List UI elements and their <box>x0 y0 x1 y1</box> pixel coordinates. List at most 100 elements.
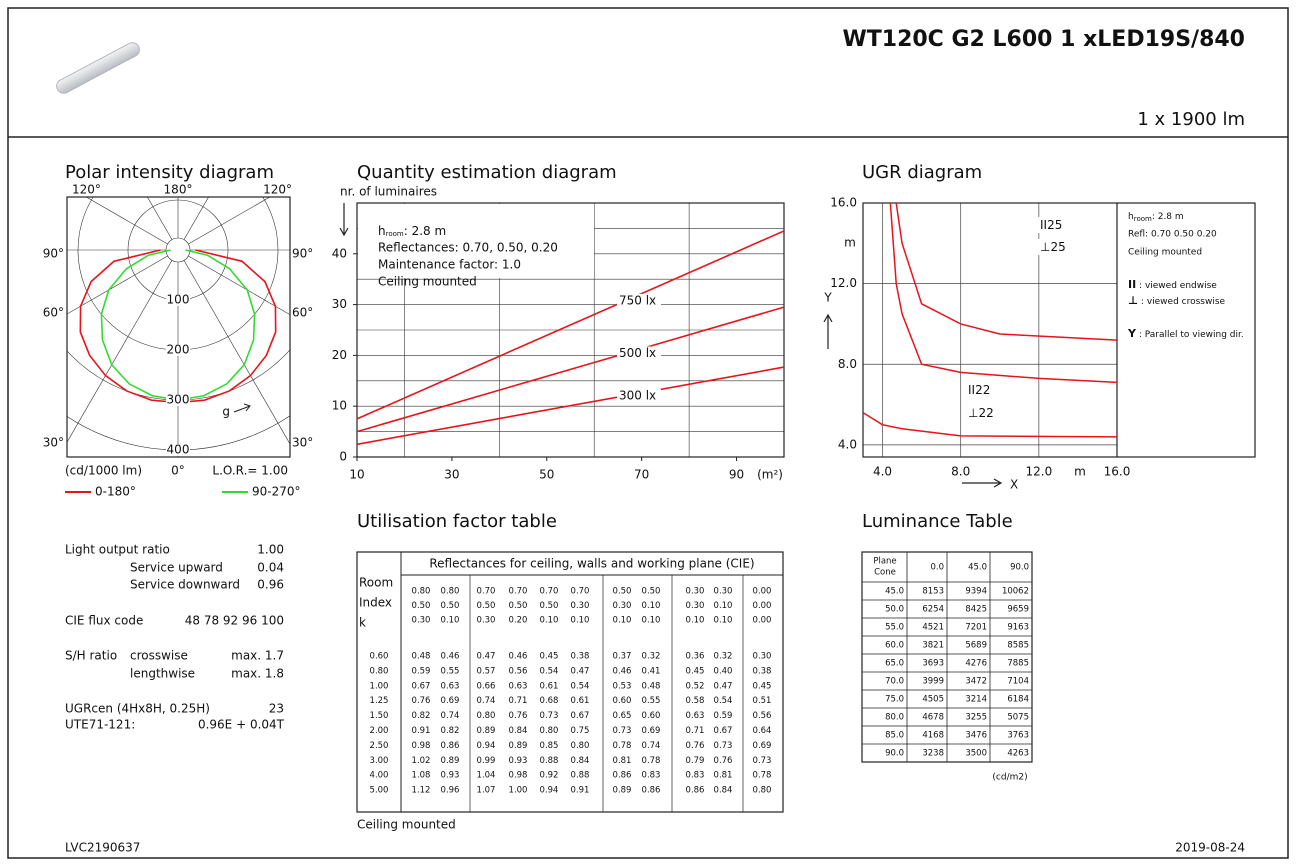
luminance-cell: 7885 <box>1007 659 1029 669</box>
utilisation-cell: 0.53 <box>613 681 632 691</box>
utilisation-cell: 0.47 <box>571 666 590 676</box>
utilisation-cell: 0.71 <box>686 726 705 736</box>
utilisation-cell: 0.30 <box>753 652 772 662</box>
line <box>356 366 785 446</box>
y-tick-label: 12.0 <box>830 276 857 290</box>
polar-ray <box>183 260 290 445</box>
stat-label: UGRcen (4Hx8H, 0.25H) <box>65 702 210 716</box>
luminance-cell: 9659 <box>1007 605 1029 615</box>
utilisation-cell: 0.84 <box>714 786 733 796</box>
utilisation-cell: 0.76 <box>412 696 431 706</box>
utilisation-cell: 0.86 <box>613 771 632 781</box>
utilisation-cell: 0.36 <box>686 652 705 662</box>
reflectance-cell: 0.10 <box>540 616 559 626</box>
utilisation-cell: 0.55 <box>441 666 460 676</box>
label-bg <box>617 346 661 361</box>
section-title: Quantity estimation diagram <box>357 162 617 183</box>
angle-label: 90° <box>43 247 64 261</box>
utilisation-cell: 0.81 <box>613 756 632 766</box>
y-tick-label: 8.0 <box>838 357 857 371</box>
luminance-cell: 7201 <box>965 623 987 633</box>
reflectance-cell: 0.30 <box>714 587 733 597</box>
utilisation-cell: 0.40 <box>714 666 733 676</box>
reflectance-cell: 0.50 <box>477 601 496 611</box>
room-index-cell: 1.50 <box>370 711 389 721</box>
ugr-annotation: II25 <box>1040 218 1062 232</box>
utilisation-cell: 0.80 <box>753 786 772 796</box>
luminance-cell: 55.0 <box>885 623 904 633</box>
luminance-cell: 3255 <box>965 713 987 723</box>
utilisation-cell: 0.76 <box>509 711 528 721</box>
utilisation-cell: 0.52 <box>686 681 705 691</box>
stat-value: 23 <box>269 702 284 716</box>
room-height: hroom: 2.8 m <box>1128 212 1184 224</box>
utilisation-cell: 0.86 <box>642 786 661 796</box>
utilisation-cell: 0.69 <box>642 726 661 736</box>
x-tick-label: 30 <box>444 468 459 482</box>
row-header-label: Room <box>359 576 393 590</box>
line-label: 300 lx <box>619 388 656 402</box>
column-header: 45.0 <box>968 563 987 573</box>
luminous-flux: 1 x 1900 lm <box>1137 109 1245 130</box>
utilisation-cell: 0.48 <box>412 652 431 662</box>
stat-label: UTE71-121: <box>65 718 135 732</box>
utilisation-cell: 0.51 <box>753 696 772 706</box>
utilisation-cell: 0.58 <box>686 696 705 706</box>
luminance-cell: 65.0 <box>885 659 904 669</box>
section-title: Utilisation factor table <box>357 511 557 532</box>
y-tick-label: 30 <box>332 297 347 311</box>
info-line: Ceiling mounted <box>378 275 477 289</box>
utilisation-cell: 1.08 <box>412 771 431 781</box>
marker-arrow <box>233 403 251 413</box>
angle-label: 60° <box>292 306 313 320</box>
utilisation-cell: 0.57 <box>477 666 496 676</box>
angle-label: 0° <box>171 464 185 478</box>
reflectance-cell: 0.30 <box>571 601 590 611</box>
angle-label: 90° <box>292 247 313 261</box>
luminance-cell: 8425 <box>965 605 987 615</box>
x-tick-label: 90 <box>729 468 744 482</box>
utilisation-cell: 0.69 <box>441 696 460 706</box>
y-tick-label: 16.0 <box>830 196 857 210</box>
utilisation-cell: 0.91 <box>571 786 590 796</box>
y-axis-label: nr. of luminaires <box>340 185 437 199</box>
polar-curve <box>177 249 256 401</box>
key-symbol: Y <box>1127 327 1137 340</box>
luminance-cell: 3472 <box>965 677 987 687</box>
utilisation-cell: 0.47 <box>714 681 733 691</box>
utilisation-cell: 0.46 <box>509 652 528 662</box>
polar-ray <box>85 197 168 245</box>
plot-frame <box>356 202 785 458</box>
utilisation-cell: 0.66 <box>477 681 496 691</box>
key-text: : viewed crosswise <box>1138 297 1225 307</box>
utilisation-cell: 0.76 <box>686 741 705 751</box>
reflectance-cell: 0.70 <box>477 587 496 597</box>
utilisation-cell: 0.71 <box>509 696 528 706</box>
reflectance-cell: 0.50 <box>412 601 431 611</box>
section-title: Luminance Table <box>862 511 1013 532</box>
luminance-cell: 4678 <box>922 713 944 723</box>
utilisation-cell: 0.89 <box>613 786 632 796</box>
key-symbol: ⊥ <box>1128 294 1138 307</box>
legend-label: 0-180° <box>95 485 136 499</box>
room-index-cell: 1.25 <box>370 696 389 706</box>
polar-ray <box>183 197 209 240</box>
x-tick-label: 4.0 <box>873 465 892 479</box>
luminance-cell: 3238 <box>922 749 944 759</box>
utilisation-cell: 0.64 <box>753 726 772 736</box>
section-title: Polar intensity diagram <box>65 162 274 183</box>
reflectance-cell: 0.10 <box>714 601 733 611</box>
utilisation-cell: 0.81 <box>714 771 733 781</box>
stat-sublabel: lengthwise <box>130 667 195 681</box>
utilisation-cell: 0.61 <box>571 696 590 706</box>
utilisation-cell: 0.80 <box>571 741 590 751</box>
luminance-cell: 8585 <box>1007 641 1029 651</box>
reflectance-cell: 0.00 <box>753 601 772 611</box>
utilisation-cell: 0.73 <box>753 756 772 766</box>
room-index-cell: 2.50 <box>370 741 389 751</box>
utilisation-cell: 0.73 <box>714 741 733 751</box>
ugr-annotation: ⊥22 <box>968 406 994 420</box>
ugr-curve <box>862 412 1118 438</box>
polar-curve <box>79 249 179 404</box>
luminance-cell: 45.0 <box>885 587 904 597</box>
